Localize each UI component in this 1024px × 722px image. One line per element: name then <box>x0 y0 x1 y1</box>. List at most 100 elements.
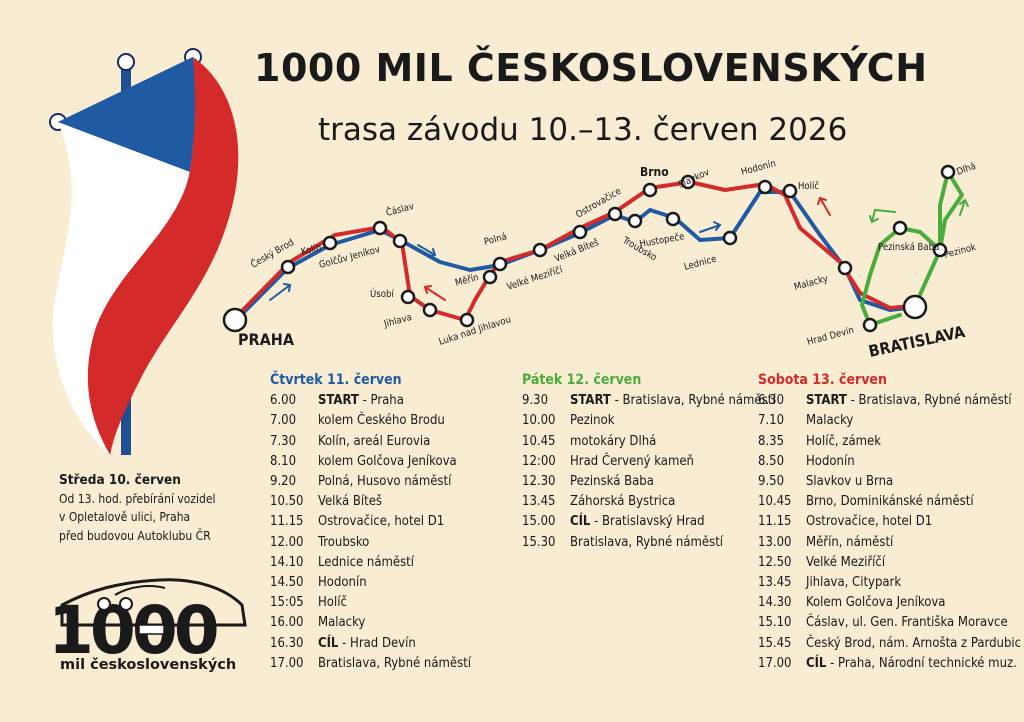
schedule-time: 8.50 <box>758 453 785 469</box>
svg-text:Lednice: Lednice <box>683 254 718 273</box>
schedule-time: 13.45 <box>758 575 792 591</box>
schedule-keyword: CÍL <box>318 635 339 651</box>
svg-text:Hustopeče: Hustopeče <box>639 231 686 250</box>
svg-text:Jihlava: Jihlava <box>382 312 413 330</box>
schedule-text: Velké Meziříčí <box>806 554 886 570</box>
schedule-row: 15.10 Čáslav, ul. Gen. Františka Moravce <box>758 613 1021 633</box>
logo-caption: mil československých <box>60 657 237 673</box>
svg-text:Holíč: Holíč <box>798 181 819 192</box>
schedule-time: 15:05 <box>270 595 304 611</box>
schedule-description: Velká Bíteš <box>318 492 382 512</box>
schedule-time: 12.30 <box>522 474 556 490</box>
schedule-time: 14.50 <box>270 575 304 591</box>
day-heading: Sobota 13. červen <box>758 372 887 388</box>
schedule-description: Ostrovačice, hotel D1 <box>806 512 932 532</box>
schedule-text: Český Brod, nám. Arnošta z Pardubic <box>806 635 1022 651</box>
wednesday-info: Středa 10. červen Od 13. hod. přebírání … <box>59 471 216 545</box>
svg-text:Hodonín: Hodonín <box>740 158 777 178</box>
schedule-time: 12:00 <box>522 453 556 469</box>
schedule-description: kolem Golčova Jeníkova <box>318 452 457 472</box>
schedule-row: 8.10 kolem Golčova Jeníkova <box>270 452 471 472</box>
schedule-description: Měřín, náměstí <box>806 533 893 553</box>
schedule-row: 9.30 START - Bratislava, Rybné náměstí <box>522 391 776 411</box>
schedule-row: 7.00 kolem Českého Brodu <box>270 411 471 431</box>
schedule-text: Záhorská Bystrica <box>570 494 676 510</box>
schedule-time: 10.45 <box>522 433 556 449</box>
schedule-description: Bratislava, Rybné náměstí <box>570 533 723 553</box>
schedule-description: Pezinok <box>570 411 615 431</box>
svg-text:Dlhá: Dlhá <box>955 161 977 178</box>
schedule-row: 11.15 Ostrovačice, hotel D1 <box>270 512 471 532</box>
schedule-text: Lednice náměstí <box>318 554 415 570</box>
schedule-text: - Hrad Devín <box>338 635 416 651</box>
schedule-time: 13.00 <box>758 534 792 550</box>
schedule-text: Bratislava, Rybné náměstí <box>570 534 724 550</box>
day-heading: Čtvrtek 11. červen <box>270 372 402 388</box>
schedule-description: Malacky <box>806 411 853 431</box>
schedule-row: 10.45 Brno, Dominikánské náměstí <box>758 492 1021 512</box>
schedule-text: Holíč, zámek <box>806 433 881 449</box>
schedule-text: Pezinská Baba <box>570 474 654 490</box>
schedule-description: Slavkov u Brna <box>806 472 893 492</box>
schedule-time: 7.30 <box>270 433 297 449</box>
svg-text:Čáslav: Čáslav <box>385 200 415 219</box>
schedule-text: - Bratislavský Hrad <box>590 514 705 530</box>
wednesday-line: v Opletalově ulici, Praha <box>59 510 191 524</box>
schedule-time: 16.00 <box>270 615 304 631</box>
route-friday <box>860 170 964 327</box>
schedule-text: Jihlava, Citypark <box>806 575 902 591</box>
schedule-time: 7.10 <box>758 413 785 429</box>
schedule-row: 14.30 Kolem Golčova Jeníkova <box>758 593 1021 613</box>
schedule-text: Hodonín <box>806 453 855 469</box>
schedule-text: Holíč <box>318 595 347 611</box>
schedule-row: 13.45 Jihlava, Citypark <box>758 573 1021 593</box>
schedule-description: CÍL - Hrad Devín <box>318 634 416 654</box>
schedule-description: Troubsko <box>318 533 369 553</box>
schedule-text: - Praha, Národní technické muz. <box>826 655 1017 671</box>
schedule-description: Polná, Husovo náměstí <box>318 472 451 492</box>
schedule-row: 10.45 motokáry Dlhá <box>522 432 776 452</box>
schedule-time: 6.00 <box>270 393 297 409</box>
schedule-row: 7.10 Malacky <box>758 411 1021 431</box>
schedule-text: Brno, Dominikánské náměstí <box>806 494 974 510</box>
schedule-row: 15:05 Holíč <box>270 593 471 613</box>
schedule-row: 12.50 Velké Meziříčí <box>758 553 1021 573</box>
schedule-description: CÍL - Praha, Národní technické muz. <box>806 654 1017 674</box>
schedule-description: Holíč, zámek <box>806 432 881 452</box>
schedule-text: Malacky <box>806 413 854 429</box>
schedule-description: Pezinská Baba <box>570 472 654 492</box>
schedule-text: Slavkov u Brna <box>806 474 894 490</box>
schedule-time: 12.00 <box>270 534 304 550</box>
schedule-saturday: Sobota 13. červen 6.30 START - Bratislava,… <box>758 370 1021 674</box>
schedule-time: 14.10 <box>270 554 304 570</box>
czech-flag-icon <box>52 57 239 455</box>
svg-text:Velké Meziříčí: Velké Meziříčí <box>506 264 565 293</box>
schedule-row: 6.00 START - Praha <box>270 391 471 411</box>
schedule-description: Holíč <box>318 593 347 613</box>
schedule-keyword: CÍL <box>570 514 591 530</box>
schedule-description: Hodonín <box>806 452 855 472</box>
schedule-row: 11.15 Ostrovačice, hotel D1 <box>758 512 1021 532</box>
schedule-keyword: START <box>806 393 847 409</box>
schedule-text: Ostrovačice, hotel D1 <box>806 514 933 530</box>
schedule-text: Měřín, náměstí <box>806 534 894 550</box>
schedule-thursday: Čtvrtek 11. červen 6.00 START - Praha 7.00 k… <box>270 370 471 674</box>
schedule-time: 15.00 <box>522 514 556 530</box>
schedule-description: Čáslav, ul. Gen. Františka Moravce <box>806 613 1008 633</box>
schedule-row: 16.30 CÍL - Hrad Devín <box>270 634 471 654</box>
page-title: 1000 MIL ČESKOSLOVENSKÝCH <box>254 46 928 90</box>
schedule-description: Ostrovačice, hotel D1 <box>318 512 444 532</box>
wednesday-line: před budovou Autoklubu ČR <box>59 528 211 543</box>
city-bratislava: BRATISLAVA <box>867 322 968 361</box>
schedule-text: kolem Golčova Jeníkova <box>318 453 457 469</box>
schedule-time: 10.50 <box>270 494 304 510</box>
schedule-description: motokáry Dlhá <box>570 432 656 452</box>
schedule-row: 12:00 Hrad Červený kameň <box>522 452 776 472</box>
schedule-description: Jihlava, Citypark <box>806 573 901 593</box>
schedule-description: Záhorská Bystrica <box>570 492 675 512</box>
schedule-description: START - Bratislava, Rybné náměstí <box>806 391 1012 411</box>
schedule-row: 14.10 Lednice náměstí <box>270 553 471 573</box>
schedule-keyword: START <box>318 393 359 409</box>
schedule-time: 9.50 <box>758 474 785 490</box>
schedule-row: 15.30 Bratislava, Rybné náměstí <box>522 533 776 553</box>
